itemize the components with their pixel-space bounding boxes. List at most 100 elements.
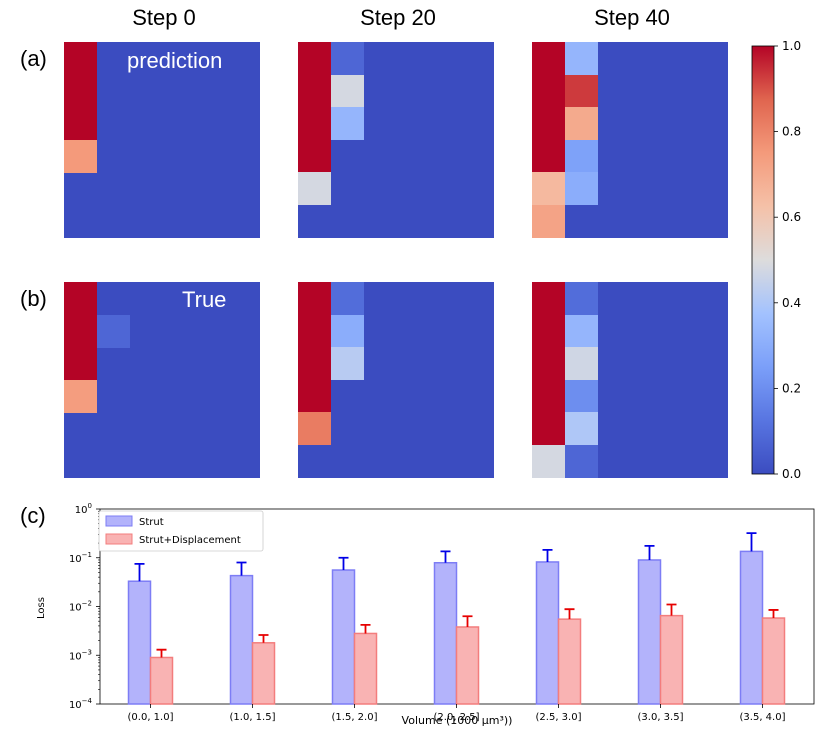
prediction-step0-cell-r1-c0 [64, 74, 98, 108]
prediction-step1-cell-r2-c0 [298, 107, 332, 141]
prediction-step0-cell-r2-c0 [64, 107, 98, 141]
y-tick-label: 10−2 [69, 600, 92, 614]
bar-strut-2 [331, 569, 356, 705]
colorbar: 0.0 0.2 0.4 0.6 0.8 1.0 [751, 39, 801, 481]
true-step2-cell-r0-c0 [532, 282, 566, 316]
y-tick-label: 10−3 [69, 648, 92, 662]
prediction-step2-cell-r4-c1 [564, 172, 598, 206]
x-axis-label: Volume (1000 μm³)) [402, 714, 513, 727]
prediction-step1-cell-r0-c0 [298, 42, 332, 76]
bar-strut-0 [127, 580, 152, 705]
true-heatmap-step-20 [298, 282, 494, 478]
colorbar-tick-label: 0.4 [782, 296, 801, 310]
true-step1-cell-r0-c1 [330, 282, 364, 316]
true-step0-cell-r0-c0 [64, 282, 98, 316]
prediction-step1-cell-r1-c0 [298, 74, 332, 108]
prediction-step1-cell-r3-c0 [298, 139, 332, 173]
prediction-step1-cell-r4-c0 [298, 172, 332, 206]
true-step2-cell-r1-c0 [532, 314, 566, 348]
legend-label-strut-displacement: Strut+Displacement [139, 535, 241, 546]
prediction-heatmap-step-20 [298, 42, 494, 238]
x-tick-label: (3.5, 4.0] [740, 712, 786, 723]
true-step1-cell-r0-c0 [298, 282, 332, 316]
prediction-label: prediction [127, 48, 223, 73]
bar-strut-6 [739, 550, 764, 705]
true-step1-cell-r1-c0 [298, 314, 332, 348]
true-step2-cell-r1-c1 [564, 314, 598, 348]
errorbar-strut-3 [440, 550, 451, 563]
x-tick-label: (2.5, 3.0] [536, 712, 582, 723]
step-40-title: Step 40 [594, 5, 670, 30]
errorbar-strut-displacement-0 [156, 648, 167, 658]
errorbar-strut-displacement-3 [462, 615, 473, 627]
prediction-step2-cell-r0-c1 [564, 42, 598, 76]
errorbar-strut-displacement-1 [258, 634, 269, 643]
true-step0-cell-r3-c0 [64, 379, 98, 413]
true-step2-cell-r5-c1 [564, 445, 598, 479]
errorbar-strut-displacement-5 [666, 603, 677, 616]
x-tick-label: (1.5, 2.0] [332, 712, 378, 723]
true-step2-cell-r4-c1 [564, 412, 598, 446]
prediction-step1-cell-r2-c1 [330, 107, 364, 141]
true-step2-cell-r3-c0 [532, 379, 566, 413]
true-step1-cell-r2-c0 [298, 347, 332, 381]
true-step2-cell-r0-c1 [564, 282, 598, 316]
errorbar-strut-4 [542, 548, 553, 562]
prediction-step1-cell-r0-c1 [330, 42, 364, 76]
prediction-step2-cell-r2-c1 [564, 107, 598, 141]
true-step2-cell-r2-c1 [564, 347, 598, 381]
true-step2-cell-r3-c1 [564, 379, 598, 413]
prediction-step2-cell-r3-c0 [532, 139, 566, 173]
legend: Strut Strut+Displacement [98, 510, 264, 552]
prediction-step2-cell-r5-c0 [532, 205, 566, 239]
true-step2-cell-r2-c0 [532, 347, 566, 381]
prediction-step2-cell-r3-c1 [564, 139, 598, 173]
colorbar-tick-label: 1.0 [782, 39, 801, 53]
colorbar-tick-label: 0.0 [782, 467, 801, 481]
loss-bar-chart: 10−4 10−3 10−2 10−1 100 (0.0, 1.0] (1.0, 1.5]… [36, 502, 815, 727]
legend-swatch-strut [105, 515, 133, 527]
colorbar-gradient [751, 45, 775, 475]
prediction-heatmap-step-40 [532, 42, 728, 239]
prediction-step1-cell-r1-c1 [330, 74, 364, 108]
colorbar-tick-label: 0.8 [782, 125, 801, 139]
true-heatmap-step-40 [532, 282, 728, 479]
step-20-title: Step 20 [360, 5, 436, 30]
prediction-step0-cell-r0-c0 [64, 42, 98, 76]
colorbar-tick-label: 0.2 [782, 381, 801, 395]
legend-box [98, 510, 264, 552]
true-label: True [182, 287, 227, 312]
prediction-step2-cell-r0-c0 [532, 42, 566, 76]
row-label-a: (a) [20, 46, 47, 71]
step-0-title: Step 0 [132, 5, 196, 30]
prediction-step2-cell-r2-c0 [532, 107, 566, 141]
y-tick-label: 10−1 [69, 551, 92, 565]
true-step2-cell-r5-c0 [532, 445, 566, 479]
errorbar-strut-1 [236, 561, 247, 576]
bar-strut-displacement-0 [149, 656, 174, 705]
row-label-b: (b) [20, 286, 47, 311]
colorbar-tick-label: 0.6 [782, 210, 801, 224]
true-step0-cell-r2-c0 [64, 347, 98, 381]
true-step1-cell-r1-c1 [330, 314, 364, 348]
bar-strut-displacement-4 [557, 618, 582, 705]
true-step0-cell-r1-c0 [64, 314, 98, 348]
bar-strut-1 [229, 574, 254, 705]
legend-label-strut: Strut [139, 517, 164, 528]
bar-strut-displacement-1 [251, 642, 276, 705]
bar-strut-4 [535, 561, 560, 705]
errorbar-strut-displacement-6 [768, 609, 779, 619]
true-step2-cell-r4-c0 [532, 412, 566, 446]
errorbar-strut-0 [134, 562, 145, 582]
y-axis-label: Loss [36, 597, 47, 619]
errorbar-strut-5 [644, 545, 655, 560]
bar-strut-displacement-5 [659, 614, 684, 705]
y-tick-label: 10−4 [69, 697, 93, 711]
legend-swatch-strut-displacement [105, 533, 133, 545]
prediction-step0-cell-r3-c0 [64, 139, 98, 173]
x-tick-label: (3.0, 3.5] [638, 712, 684, 723]
bar-strut-3 [433, 561, 458, 705]
row-label-c: (c) [20, 503, 46, 528]
true-heatmap-step-0 [64, 282, 260, 478]
prediction-step2-cell-r1-c1 [564, 74, 598, 108]
